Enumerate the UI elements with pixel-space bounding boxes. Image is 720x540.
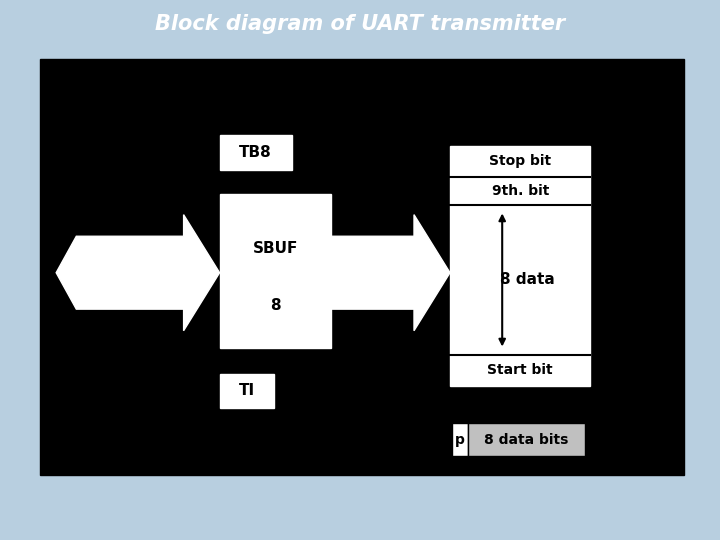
Text: 8 data: 8 data [500, 273, 555, 287]
Text: Stop bit: Stop bit [489, 154, 552, 168]
Text: p: p [455, 433, 465, 447]
Text: 8: 8 [270, 298, 281, 313]
Bar [452, 423, 468, 456]
Text: Start bit: Start bit [487, 363, 553, 377]
Bar [220, 135, 292, 170]
Text: TI: TI [238, 383, 255, 399]
Bar [220, 374, 274, 408]
Bar [40, 59, 684, 475]
Text: Block diagram of UART transmitter: Block diagram of UART transmitter [155, 14, 565, 35]
Text: SBUF: SBUF [253, 241, 298, 256]
Text: 9th. bit: 9th. bit [492, 184, 549, 198]
Bar [220, 194, 331, 348]
Polygon shape [331, 214, 450, 330]
Polygon shape [56, 214, 220, 330]
Bar [450, 146, 590, 386]
Bar [468, 423, 585, 456]
Text: TB8: TB8 [239, 145, 272, 160]
Text: 8 data bits: 8 data bits [484, 433, 569, 447]
